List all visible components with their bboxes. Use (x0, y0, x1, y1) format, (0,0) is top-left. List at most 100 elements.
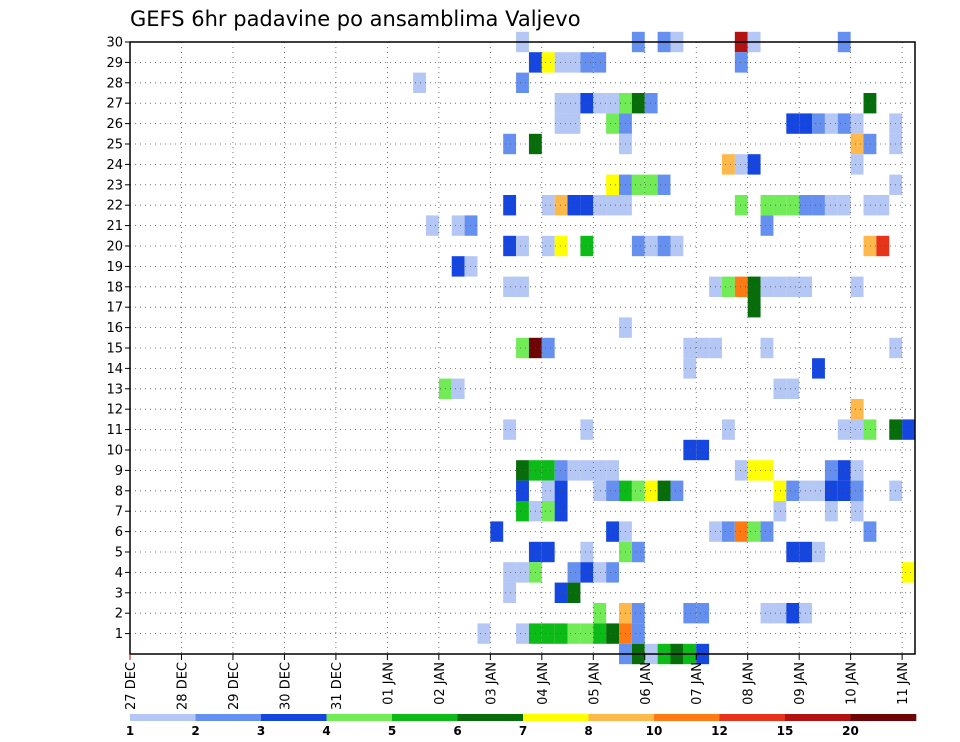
y-axis-ticks: 1234567891011121314151617181920212223242… (106, 36, 130, 642)
heatmap-cell (451, 256, 465, 277)
y-tick-label: 9 (115, 464, 123, 479)
heatmap-cell (850, 460, 864, 481)
heatmap-cell (554, 93, 568, 114)
y-tick-label: 8 (115, 484, 123, 499)
color-legend: 1 2 3 4 5 6 7 8 10 12 15 20 (126, 714, 917, 738)
legend-swatch (719, 714, 786, 721)
heatmap-cell (516, 480, 529, 501)
heatmap-cell (683, 358, 697, 379)
heatmap-cell (425, 215, 439, 236)
heatmap-cell (567, 582, 581, 603)
legend-label: 7 (519, 724, 527, 738)
heatmap-cell (902, 562, 915, 583)
legend-label: 8 (584, 724, 592, 738)
heatmap-cell (580, 195, 594, 216)
y-tick-label: 13 (106, 382, 123, 397)
heatmap-cell (631, 480, 645, 501)
x-tick-label: 29 DEC (227, 662, 242, 710)
heatmap-cell (683, 439, 697, 461)
heatmap-cell (554, 52, 568, 73)
y-tick-label: 23 (106, 178, 123, 193)
heatmap-cell (850, 419, 864, 440)
y-tick-label: 17 (106, 301, 123, 316)
heatmap-cell (541, 460, 555, 481)
heatmap-cell (837, 113, 851, 134)
heatmap-cell (760, 215, 774, 236)
x-tick-label: 30 DEC (278, 662, 293, 710)
legend-swatch (850, 714, 917, 721)
heatmap-cell (631, 235, 645, 257)
heatmap-cell (747, 154, 761, 175)
heatmap-cell (760, 460, 774, 481)
legend-swatch (326, 714, 393, 721)
heatmap-cell (850, 276, 864, 297)
heatmap-cell (580, 541, 594, 563)
heatmap-cell (554, 460, 568, 481)
heatmap-cell (812, 195, 825, 216)
heatmap-cell (631, 541, 645, 563)
heatmap-cell (657, 480, 671, 501)
heatmap-cell (516, 562, 529, 583)
y-tick-label: 1 (115, 627, 123, 642)
legend-swatch (588, 714, 655, 721)
heatmap-cell (786, 541, 800, 563)
heatmap-cell (902, 419, 915, 440)
heatmap-cell (516, 276, 529, 297)
x-tick-label: 05 JAN (587, 662, 602, 705)
heatmap-cell (580, 52, 594, 73)
heatmap-cell (541, 235, 555, 257)
heatmap-cell (657, 174, 671, 195)
heatmap-cell (837, 419, 851, 440)
heatmap-cell (863, 235, 877, 257)
x-tick-label: 31 DEC (330, 662, 345, 710)
heatmap-cell (606, 480, 620, 501)
heatmap-cell (567, 562, 581, 583)
heatmap-cell (760, 521, 774, 542)
legend-label: 2 (191, 724, 199, 738)
heatmap-cell (606, 521, 620, 542)
heatmap-cell (850, 113, 864, 134)
heatmap-cell (580, 562, 594, 583)
heatmap-cell (503, 419, 517, 440)
gridlines (130, 42, 915, 654)
x-tick-label: 01 JAN (381, 662, 396, 705)
legend-swatch (457, 714, 524, 721)
y-tick-label: 21 (106, 219, 123, 234)
heatmap-cell (760, 337, 774, 359)
heatmap-cell (747, 276, 761, 297)
y-tick-label: 22 (106, 199, 123, 214)
heatmap-cell (644, 174, 658, 195)
heatmap-cell (670, 480, 684, 501)
heatmap-cell (631, 93, 645, 114)
heatmap-cell (541, 337, 555, 359)
heatmap-cell (721, 521, 735, 542)
heatmap-cell (824, 501, 838, 522)
heatmap-cell (606, 93, 620, 114)
x-axis-ticks: 27 DEC 28 DEC 29 DEC 30 DEC 31 DEC 01 JAN 02 J… (124, 654, 911, 710)
heatmap-cell (837, 480, 851, 501)
y-tick-label: 27 (106, 97, 123, 112)
heatmap-cell (516, 337, 529, 359)
chart-title: GEFS 6hr padavine po ansamblima Valjevo (130, 7, 581, 31)
y-tick-label: 25 (106, 138, 123, 153)
heatmap-cell (876, 195, 890, 216)
heatmap-cell (606, 113, 620, 134)
heatmap-cell (812, 113, 825, 134)
heatmap-cell (760, 195, 774, 216)
heatmap-cell (786, 113, 800, 134)
y-tick-label: 14 (106, 362, 123, 377)
heatmap-cell (593, 623, 607, 644)
heatmap-cell (567, 195, 581, 216)
heatmap-cell (503, 235, 517, 257)
heatmap-cell (516, 72, 529, 93)
heatmap-cell (812, 541, 825, 563)
heatmap-cell (567, 113, 581, 134)
heatmap-cell (567, 52, 581, 73)
x-tick-label: 03 JAN (484, 662, 499, 705)
y-tick-label: 28 (106, 76, 123, 91)
heatmap-cell (606, 460, 620, 481)
heatmap-cell (644, 480, 658, 501)
legend-swatch (195, 714, 262, 721)
heatmap-cell (516, 460, 529, 481)
heatmap-cell (490, 521, 504, 542)
